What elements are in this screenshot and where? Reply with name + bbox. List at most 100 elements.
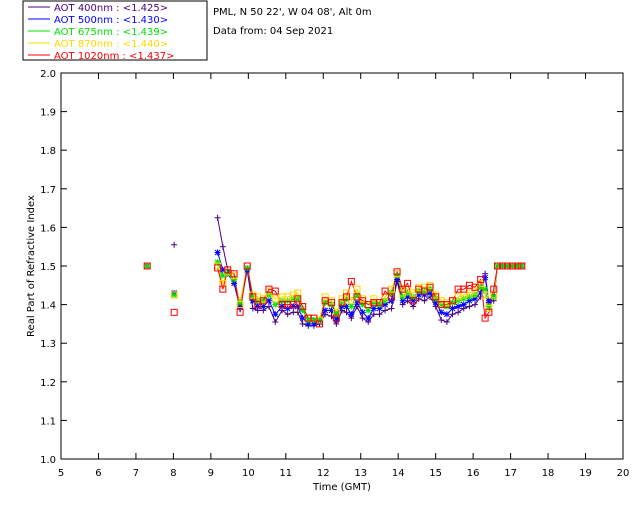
data-point [254,301,262,309]
data-point [224,266,232,274]
data-point [299,320,306,327]
data-point [265,303,272,310]
data-point [421,288,428,295]
data-point [388,305,395,312]
data-point [513,262,521,270]
data-point [399,289,407,297]
data-point [399,285,407,293]
y-tick-label: 1.4 [40,301,56,312]
data-point [170,308,178,316]
y-tick-label: 1.5 [40,262,56,273]
data-point [370,311,377,318]
x-tick-label: 14 [392,468,405,479]
data-point [375,299,383,307]
y-tick-label: 2.0 [40,69,56,80]
data-point [438,301,445,308]
data-point [455,303,462,310]
data-point [279,297,286,304]
data-point [231,276,238,283]
x-axis-title: Time (GMT) [312,482,371,493]
site-location: PML, N 50 22', W 04 08', Alt 0m [213,7,372,18]
data-point [332,314,340,322]
data-point [438,317,445,324]
data-point [359,315,366,322]
x-tick-label: 11 [279,468,292,479]
data-point [482,286,489,293]
x-tick-label: 12 [317,468,330,479]
data-point [259,297,267,305]
x-tick-label: 9 [208,468,214,479]
legend: AOT 400nm : <1.425>AOT 500nm : <1.430>AO… [22,0,208,62]
data-point [481,291,489,299]
data-point [290,303,297,310]
data-point [294,309,301,316]
x-tick-label: 13 [354,468,367,479]
data-point [490,293,497,300]
data-point [170,291,178,299]
legend-entry: AOT 675nm : <1.439> [54,27,168,38]
x-tick-label: 17 [504,468,517,479]
data-point [466,303,473,310]
data-point [338,299,346,307]
data-point [485,304,493,312]
data-point [472,301,479,308]
x-tick-label: 15 [429,468,442,479]
y-tick-label: 1.3 [40,339,56,350]
y-tick-label: 1.1 [40,416,56,427]
data-point [143,262,151,270]
data-point [294,295,301,302]
data-point [236,301,244,309]
data-point [244,264,251,271]
data-point [388,290,395,297]
data-point [265,297,272,304]
data-point [305,317,312,324]
data-point [249,305,256,312]
x-tick-label: 20 [617,468,630,479]
data-point [342,293,350,301]
data-point [404,279,412,287]
data-point [460,295,467,302]
data-point [485,308,493,316]
data-point [353,293,361,301]
data-point [243,262,251,270]
data-point [219,285,227,293]
data-point [498,262,506,270]
data-point [224,270,231,277]
data-point [230,270,238,278]
data-point [485,303,492,310]
data-point [348,303,355,310]
data-point [449,311,456,318]
data-point [415,288,422,295]
data-date: Data from: 04 Sep 2021 [213,26,333,37]
data-point [359,301,366,308]
data-point [284,297,291,304]
data-point [420,287,428,295]
x-tick-label: 19 [579,468,592,479]
data-point [265,291,272,298]
data-point [236,308,244,316]
data-point [322,307,329,314]
data-point [271,287,279,295]
data-point [338,295,346,303]
data-point [328,301,335,308]
data-point [260,303,267,310]
data-point [359,309,366,316]
data-point [322,299,329,306]
data-point [432,293,440,301]
data-point [485,297,492,304]
data-point [299,303,307,311]
y-axis-title: Real Part of Refractive Index [26,195,37,337]
data-point [376,311,383,318]
data-point [472,291,479,298]
data-point [171,291,178,298]
data-point [410,303,417,310]
axis-ticks: 5 6 7 8 9 10 11 12 13 14 15 16 17 18 19 20 1.0 1.1 1.2 1.3 1… [40,69,629,479]
data-point [321,293,329,301]
data-point [289,291,297,299]
legend-entry: AOT 500nm : <1.430> [54,15,168,26]
data-point [299,315,306,322]
y-tick-label: 1.2 [40,378,56,389]
data-point [219,243,226,250]
data-point [284,311,291,318]
data-point [254,303,261,310]
